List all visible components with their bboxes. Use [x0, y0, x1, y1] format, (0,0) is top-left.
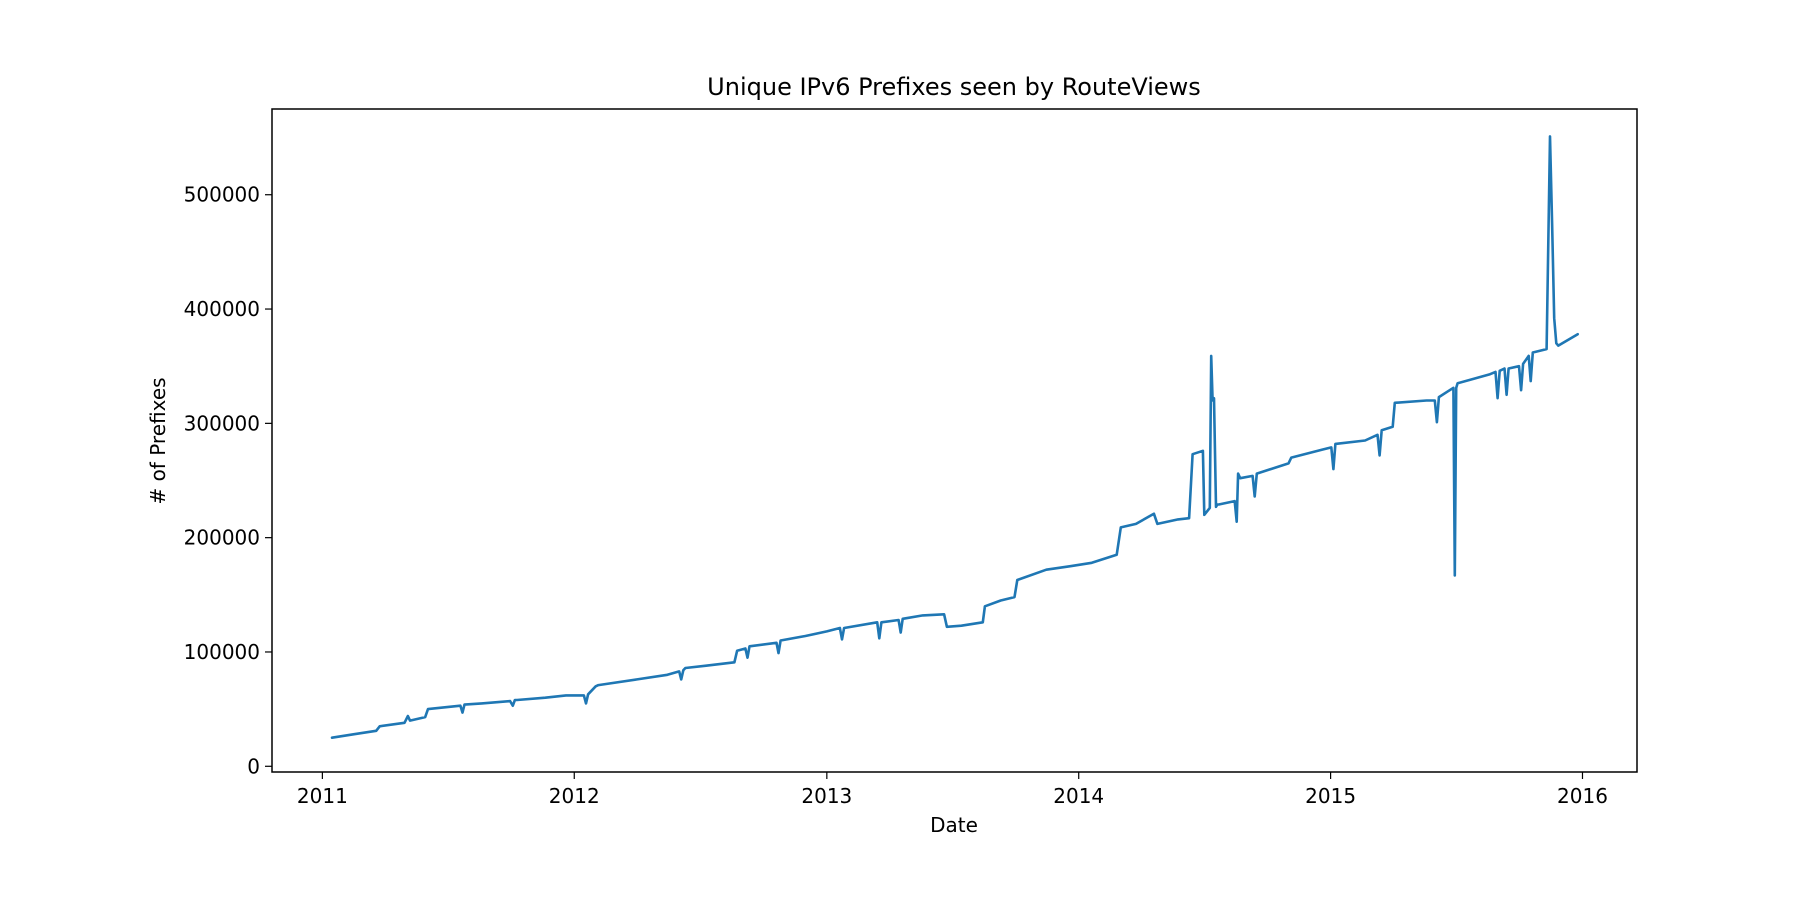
- y-tick-label: 100000: [184, 640, 260, 664]
- x-axis: 2011 2012 2013 2014 2015 2016: [297, 772, 1608, 808]
- plot-frame: [271, 108, 1638, 773]
- x-tick-label: 2014: [1053, 784, 1104, 808]
- x-tick-label: 2011: [297, 784, 348, 808]
- x-tick-label: 2016: [1557, 784, 1608, 808]
- series-group: [330, 135, 1579, 740]
- y-axis-title: # of Prefixes: [146, 377, 170, 504]
- y-tick-label: 0: [247, 754, 260, 778]
- x-axis-title: Date: [930, 813, 978, 837]
- y-axis: 0 100000 200000 300000 400000 500000: [184, 183, 272, 778]
- y-tick-label: 300000: [184, 411, 260, 435]
- chart-title: Unique IPv6 Prefixes seen by RouteViews: [707, 73, 1201, 101]
- y-tick-label: 500000: [184, 183, 260, 207]
- series-line: [330, 135, 1579, 740]
- x-tick-label: 2013: [801, 784, 852, 808]
- x-tick-label: 2015: [1305, 784, 1356, 808]
- x-tick-label: 2012: [549, 784, 600, 808]
- y-tick-label: 200000: [184, 526, 260, 550]
- y-tick-label: 400000: [184, 297, 260, 321]
